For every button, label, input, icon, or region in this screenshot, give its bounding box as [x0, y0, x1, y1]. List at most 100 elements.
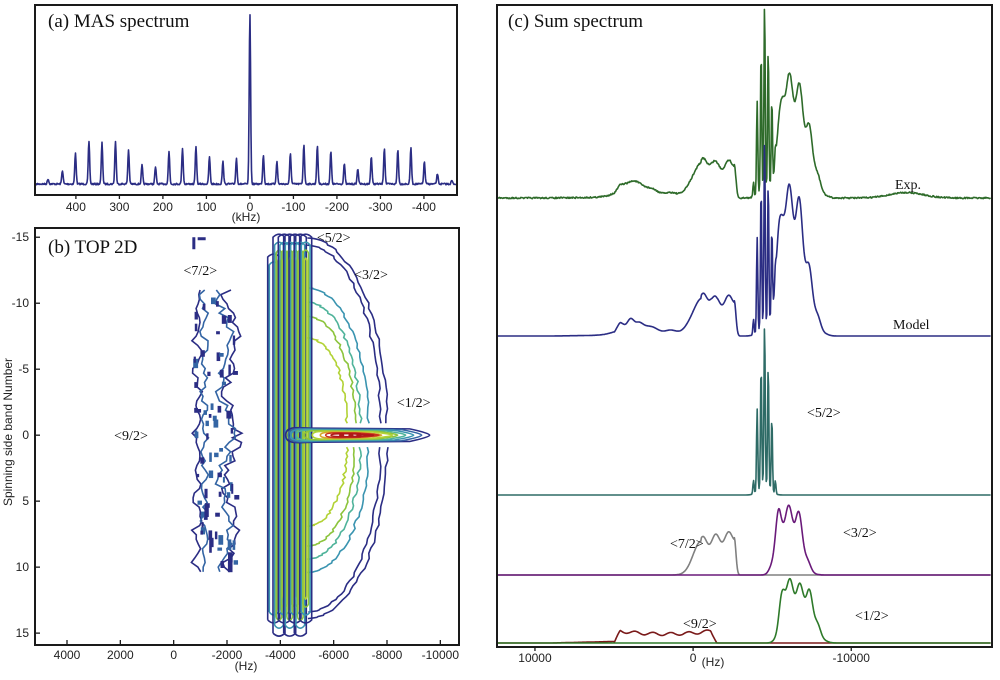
contour-7-2-fragment: [194, 382, 198, 388]
contour-3-2-level: [308, 447, 382, 613]
contour-7-2-fragment: [200, 457, 205, 464]
panel-b-xtick-label: -10000: [422, 648, 460, 662]
panel-a-trace-group: [35, 14, 457, 186]
contour-7-2-fragment: [216, 331, 220, 335]
contour-1-2-peak: [356, 433, 362, 437]
contour-7-2-fragment: [202, 303, 206, 310]
panel-c-x-ticks: 10000 0 -10000: [518, 647, 870, 665]
panel-b-ytick-label: 15: [16, 626, 30, 640]
panel-b-frame: [34, 227, 460, 646]
contour-7-2-fragment: [194, 323, 198, 332]
panel-b-xlabel: (Hz): [235, 659, 258, 673]
contour-7-2-fragment: [221, 315, 227, 324]
contour-7-2-fragment: [206, 433, 209, 440]
contour-7-2-fragment: [197, 500, 202, 505]
contour-7-2-fragment: [228, 552, 233, 563]
panel-b-xtick-label: 4000: [54, 648, 81, 662]
contour-3-2-level: [305, 446, 370, 574]
contour-7-2-fragment: [228, 364, 231, 376]
panel-b-title: (b) TOP 2D: [48, 237, 137, 258]
panel-c-traces: [497, 8, 992, 644]
contour-7-2-fragment: [229, 454, 232, 462]
contour-7-2-fragment: [227, 315, 232, 323]
panel-c-xlabel: (Hz): [702, 655, 725, 669]
panel-c-series-label: Exp.: [895, 178, 921, 193]
contour-7-2-fragment: [208, 470, 214, 479]
contour-7-2-fragment: [194, 407, 198, 413]
contour-7-2-fragment: [204, 488, 208, 499]
contour-3-2-level: [307, 237, 389, 424]
contour-7-2-fragment: [216, 301, 219, 307]
contour-1-2-peak: [348, 433, 354, 437]
panel-b-contours: [190, 233, 431, 637]
panel-b-xtick-label: -2000: [212, 648, 243, 662]
panel-b-xtick-label: 2000: [107, 648, 134, 662]
panel-c-series-label: <9/2>: [683, 617, 717, 632]
panel-b-annotation: <5/2>: [317, 231, 351, 246]
panel-c-trace-12: [497, 577, 991, 644]
panel-b-annotation: <9/2>: [114, 429, 148, 444]
panel-b-y-ticks: -15 -10 -5 0 5 10 15: [12, 230, 40, 640]
contour-7-2-fragment: [196, 473, 200, 478]
contour-7-2-fragment: [219, 448, 224, 452]
contour-3-2-level: [307, 244, 382, 424]
contour-7-2-fragment: [233, 560, 239, 565]
contour-1-2-level: [324, 432, 380, 439]
contour-3-2-level: [307, 446, 350, 527]
panel-b-xtick-label: -6000: [318, 648, 349, 662]
contour-5-2-stripe: [303, 257, 308, 600]
panel-a-xtick-label: 0: [247, 200, 254, 214]
contour-7-2-fragment: [204, 506, 209, 517]
contour-7-2-fragment: [200, 530, 204, 535]
contour-7-2-fragment: [232, 540, 236, 550]
contour-7-2-fragment: [226, 410, 232, 419]
panel-c-xtick-label: -10000: [833, 651, 871, 665]
contour-3-2-level: [307, 301, 363, 424]
panel-b-annotation: <3/2>: [354, 268, 388, 283]
contour-3-2-level: [307, 446, 389, 620]
panel-b-annotation: <7/2>: [183, 264, 217, 279]
contour-7-2-fragment: [197, 409, 202, 413]
contour-7-2-fragment: [193, 356, 196, 363]
panel-a-xtick-label: -400: [412, 200, 436, 214]
contour-7-2-right: [219, 289, 244, 573]
contour-7-2-fragment: [209, 452, 212, 462]
contour-5-2-stripe: [282, 233, 297, 637]
contour-7-2-fragment: [219, 369, 224, 378]
panel-a-frame: [34, 4, 458, 196]
panel-c-frame: [496, 4, 993, 648]
contour-5-2-stripe: [288, 233, 302, 624]
panel-c-xtick-label: 10000: [518, 651, 552, 665]
contour-7-2-fragment: [221, 381, 227, 386]
contour-7-2-fragment: [215, 512, 220, 517]
panel-c-series-label: <5/2>: [807, 406, 841, 421]
contour-7-2-fragment: [230, 428, 234, 434]
panel-b-ytick-label: -15: [12, 230, 30, 244]
panel-a-xtick-label: 300: [109, 200, 129, 214]
panel-b-ytick-label: -5: [18, 362, 29, 376]
contour-7-2-fragment: [232, 335, 236, 345]
panel-b-annotation: <1/2>: [397, 396, 431, 411]
panel-c-trace-92: [497, 629, 991, 644]
panel-c-trace-exp: [497, 8, 992, 200]
panel-c-trace-72: [497, 531, 991, 576]
contour-7-2-fragment: [204, 503, 210, 508]
panel-a-xtick-label: 100: [196, 200, 216, 214]
panel-c-series-labels: Exp. Model <5/2> <7/2> <3/2> <9/2> <1/2>: [670, 178, 930, 632]
contour-7-2-fragment: [210, 403, 214, 410]
contour-7-2-fragment: [194, 311, 198, 320]
panel-c-sum-spectrum: (c) Sum spectrum 10000 0 -10000 Exp. Model <…: [496, 4, 993, 669]
panel-b-top-2d: (b) TOP 2D 4000 2000 0 -2000 -4000 -6000 -8000…: [1, 227, 460, 673]
contour-7-2-fragment: [233, 371, 238, 375]
contour-7-2-fragment: [227, 539, 232, 550]
contour-5-2-stripe: [298, 233, 313, 624]
contour-5-2-stripe: [302, 249, 310, 608]
panel-b-xtick-label: 0: [170, 648, 177, 662]
panel-b-ytick-label: -10: [12, 296, 30, 310]
panel-a-spectrum-line: [35, 14, 457, 186]
panel-c-trace-model: [497, 144, 991, 337]
contour-1-2-peak: [339, 433, 345, 437]
panel-a-xtick-label: -200: [325, 200, 349, 214]
contour-7-2-fragment: [211, 297, 216, 305]
contour-5-2-stripe: [272, 233, 286, 637]
